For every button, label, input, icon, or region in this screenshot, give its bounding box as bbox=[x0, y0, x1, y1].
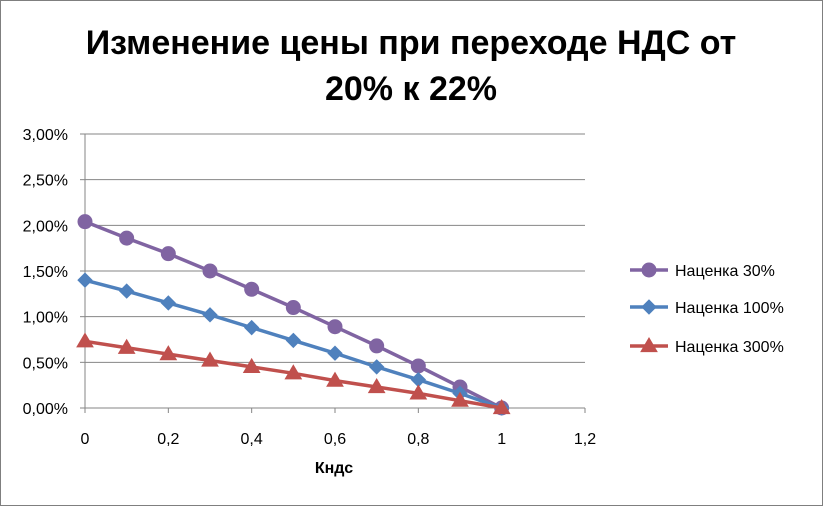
data-point bbox=[242, 357, 261, 373]
data-point bbox=[243, 319, 260, 336]
legend-marker bbox=[641, 299, 657, 315]
data-point bbox=[326, 371, 344, 387]
data-point bbox=[368, 359, 385, 375]
x-axis-title: Кндс bbox=[315, 460, 353, 477]
data-point bbox=[327, 345, 343, 361]
data-point bbox=[201, 351, 219, 367]
data-point bbox=[409, 384, 428, 400]
y-tick-label: 3,00% bbox=[23, 127, 68, 144]
x-tick-label: 0,4 bbox=[241, 431, 263, 448]
y-tick-label: 0,00% bbox=[23, 401, 68, 418]
data-point bbox=[369, 338, 385, 354]
data-point bbox=[285, 300, 301, 316]
data-point bbox=[327, 319, 343, 335]
x-tick-label: 0,2 bbox=[157, 431, 179, 448]
chart-title-line: Изменение цены при переходе НДС от bbox=[86, 24, 737, 62]
data-point bbox=[451, 391, 469, 407]
data-point bbox=[284, 364, 303, 380]
data-point bbox=[159, 345, 178, 361]
y-tick-label: 0,50% bbox=[23, 355, 68, 372]
data-point bbox=[119, 230, 135, 246]
y-tick-label: 1,00% bbox=[23, 310, 68, 327]
data-point bbox=[202, 263, 218, 279]
legend-marker bbox=[640, 337, 658, 353]
legend-marker bbox=[641, 262, 657, 278]
x-tick-label: 0,8 bbox=[407, 431, 429, 448]
data-point bbox=[117, 338, 136, 354]
data-point bbox=[202, 307, 218, 323]
data-point bbox=[410, 358, 426, 374]
y-tick-label: 2,50% bbox=[23, 173, 68, 190]
data-point bbox=[367, 378, 386, 394]
data-point bbox=[77, 214, 93, 230]
data-point bbox=[118, 283, 135, 299]
legend-label: Наценка 30% bbox=[675, 263, 775, 280]
legend-label: Наценка 300% bbox=[675, 339, 784, 356]
y-tick-label: 1,50% bbox=[23, 264, 68, 281]
data-point bbox=[160, 246, 176, 262]
x-tick-label: 1,2 bbox=[574, 431, 596, 448]
data-point bbox=[77, 272, 93, 288]
x-tick-label: 0 bbox=[81, 431, 90, 448]
x-tick-label: 1 bbox=[497, 431, 506, 448]
x-tick-label: 0,6 bbox=[324, 431, 346, 448]
data-point bbox=[285, 332, 302, 349]
data-point bbox=[244, 281, 260, 297]
data-point bbox=[492, 399, 511, 415]
data-point bbox=[76, 332, 94, 348]
data-point bbox=[160, 295, 177, 311]
legend-label: Наценка 100% bbox=[675, 300, 784, 317]
y-tick-label: 2,00% bbox=[23, 218, 68, 235]
chart-title-line: 20% к 22% bbox=[325, 70, 497, 108]
